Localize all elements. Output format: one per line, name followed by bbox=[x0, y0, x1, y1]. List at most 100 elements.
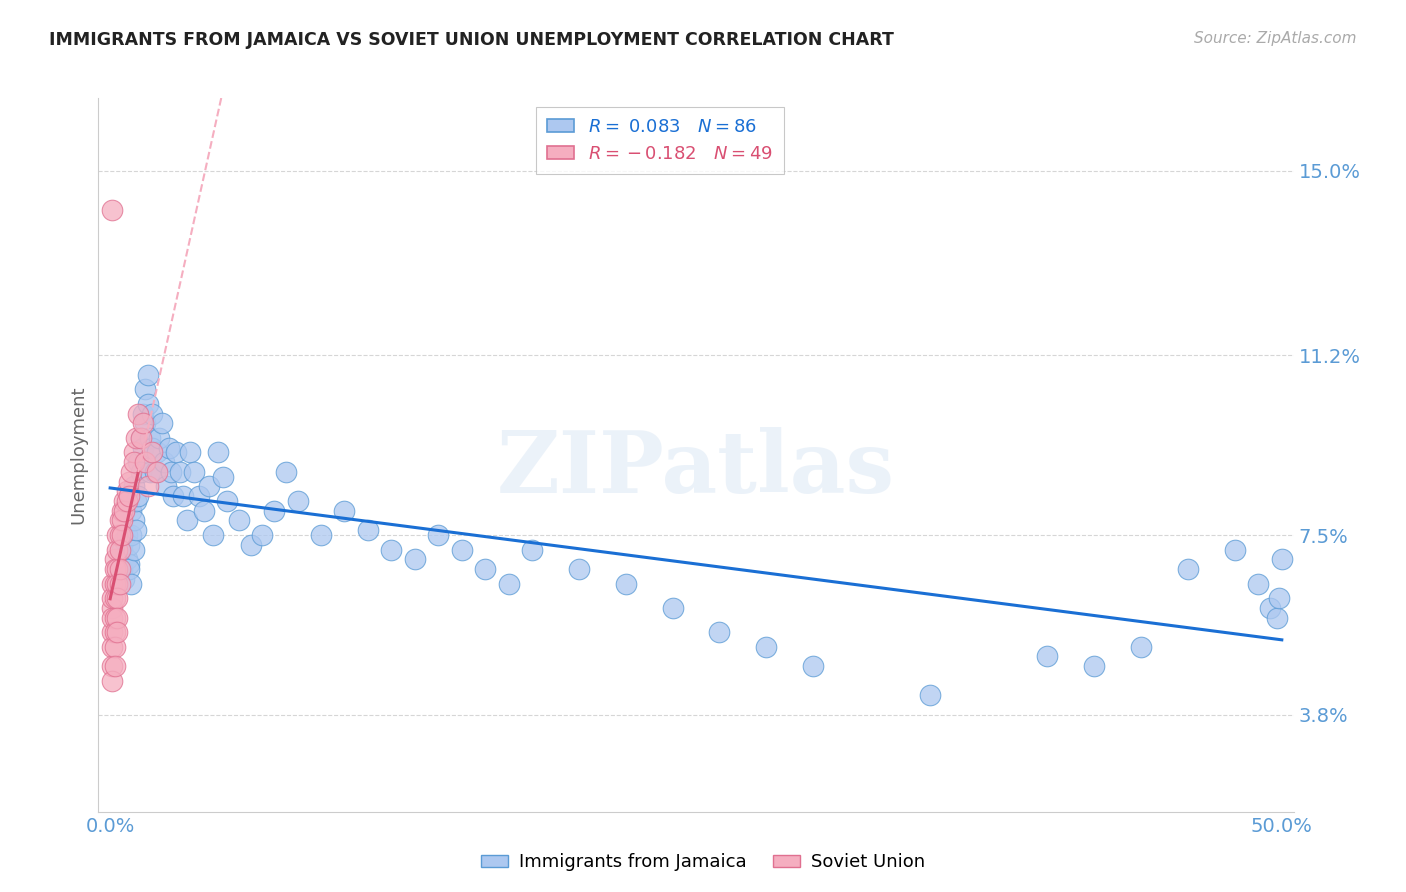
Point bbox=[104, 552, 127, 566]
Point bbox=[101, 600, 124, 615]
Point bbox=[157, 441, 180, 455]
Point bbox=[105, 610, 128, 624]
Legend: Immigrants from Jamaica, Soviet Union: Immigrants from Jamaica, Soviet Union bbox=[474, 847, 932, 879]
Point bbox=[101, 202, 124, 217]
Point bbox=[115, 484, 138, 499]
Point bbox=[520, 542, 543, 557]
Point bbox=[111, 562, 134, 576]
Point bbox=[139, 431, 162, 445]
Point bbox=[143, 465, 166, 479]
Point bbox=[172, 489, 194, 503]
Point bbox=[104, 576, 127, 591]
Point bbox=[333, 504, 356, 518]
Point bbox=[614, 576, 637, 591]
Point bbox=[661, 600, 683, 615]
Point bbox=[134, 417, 156, 431]
Point bbox=[136, 397, 159, 411]
Point bbox=[141, 407, 163, 421]
Point bbox=[141, 445, 163, 459]
Point bbox=[380, 542, 402, 557]
Point bbox=[228, 513, 250, 527]
Point bbox=[136, 368, 159, 382]
Point bbox=[193, 504, 215, 518]
Point bbox=[153, 455, 176, 469]
Point bbox=[112, 504, 135, 518]
Point bbox=[127, 489, 149, 503]
Point bbox=[122, 542, 145, 557]
Point bbox=[122, 479, 145, 493]
Point bbox=[112, 533, 135, 547]
Point bbox=[217, 494, 239, 508]
Point bbox=[115, 528, 138, 542]
Point bbox=[129, 431, 152, 445]
Point bbox=[104, 591, 127, 606]
Point bbox=[160, 465, 183, 479]
Point bbox=[118, 475, 141, 489]
Point bbox=[104, 610, 127, 624]
Point bbox=[176, 513, 198, 527]
Point bbox=[709, 625, 731, 640]
Point bbox=[801, 659, 824, 673]
Point bbox=[1130, 640, 1153, 654]
Text: IMMIGRANTS FROM JAMAICA VS SOVIET UNION UNEMPLOYMENT CORRELATION CHART: IMMIGRANTS FROM JAMAICA VS SOVIET UNION … bbox=[49, 31, 894, 49]
Point bbox=[1177, 562, 1199, 576]
Point bbox=[111, 528, 134, 542]
Point bbox=[150, 417, 173, 431]
Point bbox=[127, 407, 149, 421]
Point bbox=[108, 513, 131, 527]
Point bbox=[105, 562, 128, 576]
Point bbox=[101, 576, 124, 591]
Point bbox=[1036, 649, 1059, 664]
Point bbox=[122, 455, 145, 469]
Point bbox=[118, 538, 141, 552]
Point bbox=[132, 441, 155, 455]
Point bbox=[125, 523, 148, 537]
Point bbox=[427, 528, 450, 542]
Point bbox=[183, 465, 205, 479]
Point bbox=[179, 445, 201, 459]
Point bbox=[112, 572, 135, 586]
Point bbox=[141, 441, 163, 455]
Point bbox=[112, 494, 135, 508]
Point bbox=[111, 513, 134, 527]
Point bbox=[274, 465, 297, 479]
Point bbox=[101, 659, 124, 673]
Point bbox=[155, 479, 177, 493]
Point bbox=[450, 542, 472, 557]
Point bbox=[287, 494, 309, 508]
Point bbox=[1258, 600, 1281, 615]
Point bbox=[108, 562, 131, 576]
Point bbox=[101, 640, 124, 654]
Point bbox=[498, 576, 520, 591]
Point bbox=[125, 431, 148, 445]
Point bbox=[115, 552, 138, 566]
Point bbox=[120, 528, 142, 542]
Text: Source: ZipAtlas.com: Source: ZipAtlas.com bbox=[1194, 31, 1357, 46]
Point bbox=[202, 528, 225, 542]
Point bbox=[148, 431, 170, 445]
Point bbox=[132, 407, 155, 421]
Point bbox=[474, 562, 496, 576]
Point bbox=[125, 494, 148, 508]
Point bbox=[146, 445, 169, 459]
Point bbox=[105, 625, 128, 640]
Point bbox=[252, 528, 274, 542]
Point bbox=[118, 557, 141, 571]
Point bbox=[118, 562, 141, 576]
Point bbox=[1223, 542, 1246, 557]
Point bbox=[105, 576, 128, 591]
Point bbox=[920, 688, 942, 702]
Point bbox=[1265, 610, 1288, 624]
Point bbox=[211, 469, 233, 483]
Point bbox=[165, 445, 187, 459]
Y-axis label: Unemployment: Unemployment bbox=[69, 385, 87, 524]
Point bbox=[104, 562, 127, 576]
Point bbox=[188, 489, 211, 503]
Point bbox=[1271, 552, 1294, 566]
Point bbox=[120, 465, 142, 479]
Point bbox=[1268, 591, 1291, 606]
Point bbox=[129, 431, 152, 445]
Point bbox=[1247, 576, 1270, 591]
Point bbox=[136, 479, 159, 493]
Point bbox=[309, 528, 332, 542]
